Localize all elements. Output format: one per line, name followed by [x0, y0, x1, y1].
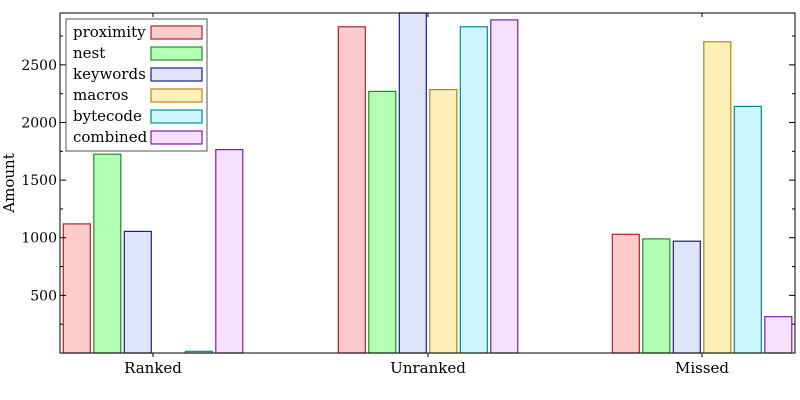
bar-macros-missed — [703, 41, 732, 354]
legend-box — [65, 18, 208, 152]
bar-combined-missed — [764, 316, 793, 354]
legend-swatch-bytecode — [150, 109, 203, 124]
bar-bytecode-unranked — [459, 26, 488, 354]
bar-bytecode-missed — [733, 105, 762, 354]
legend-label-macros: macros — [73, 86, 128, 104]
legend-swatch-nest — [150, 46, 203, 61]
legend-swatch-proximity — [150, 25, 203, 40]
y-tick-label-2500: 2500 — [21, 58, 57, 74]
y-axis-title: Amount — [0, 153, 18, 213]
legend-swatch-combined — [150, 130, 203, 145]
bar-keywords-ranked — [123, 230, 152, 354]
bar-proximity-ranked — [62, 223, 91, 354]
y-tick-label-500: 500 — [30, 288, 57, 304]
bar-nest-missed — [642, 238, 671, 354]
x-tick-label-unranked: Unranked — [390, 359, 466, 377]
bar-proximity-missed — [611, 233, 640, 354]
legend: proximity nest keywords macros bytecode combi… — [65, 18, 208, 152]
bars-layer — [62, 12, 793, 354]
x-tick-label-missed: Missed — [675, 359, 729, 377]
bar-macros-unranked — [429, 88, 458, 354]
bar-keywords-unranked — [398, 12, 427, 354]
legend-label-keywords: keywords — [73, 65, 146, 83]
bar-nest-unranked — [368, 90, 397, 354]
axes-layer: 500 1000 1500 2000 2500 Ranked Unranked Missed A… — [0, 12, 796, 377]
bar-proximity-unranked — [337, 26, 366, 354]
x-tick-label-ranked: Ranked — [124, 359, 182, 377]
y-tick-label-1000: 1000 — [21, 231, 57, 247]
bar-keywords-missed — [672, 240, 701, 354]
legend-label-proximity: proximity — [73, 23, 146, 41]
y-tick-label-2000: 2000 — [21, 115, 57, 131]
legend-swatch-keywords — [150, 67, 203, 82]
legend-swatch-macros — [150, 88, 203, 103]
legend-label-nest: nest — [73, 44, 105, 62]
y-tick-label-1500: 1500 — [21, 173, 57, 189]
bar-combined-ranked — [215, 149, 244, 354]
bar-nest-ranked — [93, 153, 122, 354]
legend-label-bytecode: bytecode — [73, 107, 142, 125]
legend-label-combined: combined — [73, 128, 148, 146]
bar-combined-unranked — [490, 19, 519, 354]
